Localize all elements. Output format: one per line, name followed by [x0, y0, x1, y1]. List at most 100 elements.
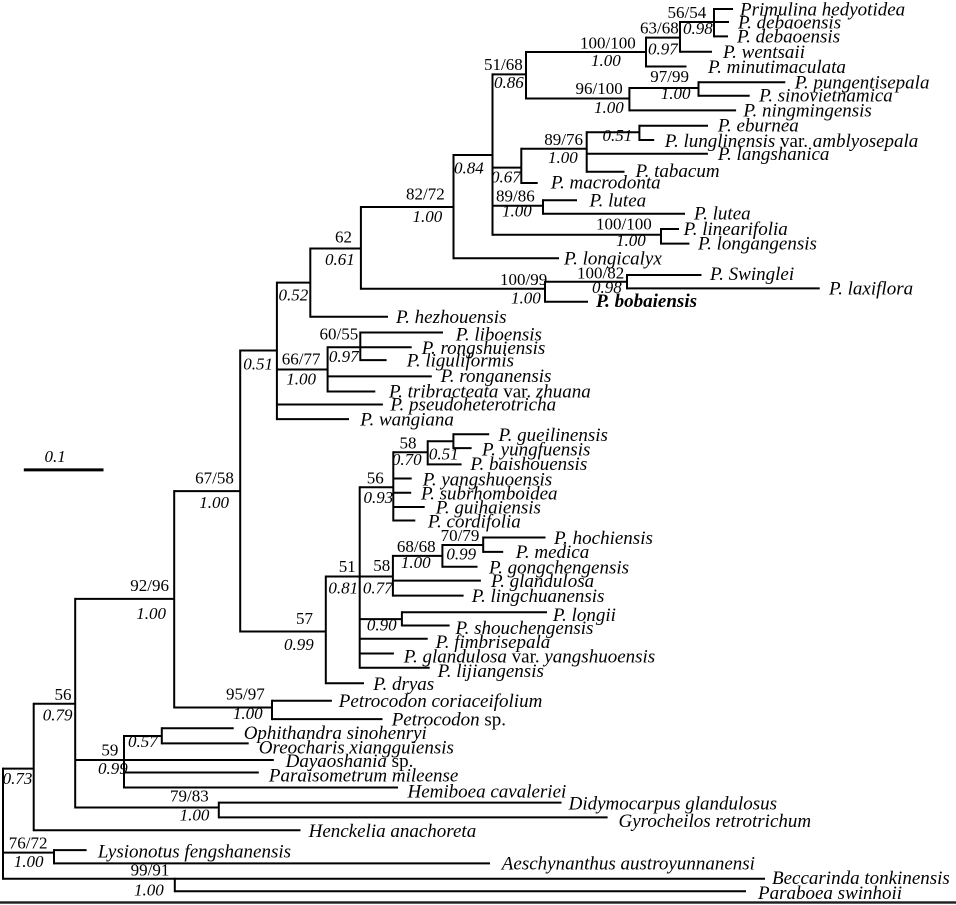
svg-text:Hemiboea cavaleriei: Hemiboea cavaleriei	[407, 782, 567, 803]
svg-text:P. langshanica: P. langshanica	[717, 144, 830, 165]
svg-text:P. laxiflora: P. laxiflora	[828, 279, 913, 300]
svg-text:P. wentsaii: P. wentsaii	[722, 42, 805, 63]
svg-text:Dayaoshania sp.: Dayaoshania sp.	[285, 751, 414, 772]
svg-text:89/86: 89/86	[496, 187, 535, 206]
svg-text:0.79: 0.79	[43, 706, 73, 725]
svg-text:P. macrodonta: P. macrodonta	[550, 173, 661, 194]
svg-text:0.57: 0.57	[128, 732, 159, 751]
svg-text:Primulina hedyotidea: Primulina hedyotidea	[739, 0, 905, 21]
svg-text:0.67: 0.67	[491, 168, 522, 187]
svg-text:P. glandulosa var. yangshuoens: P. glandulosa var. yangshuoensis	[403, 647, 655, 668]
svg-text:P. minutimaculata: P. minutimaculata	[707, 57, 846, 78]
svg-text:P. gongchengensis: P. gongchengensis	[488, 558, 629, 579]
svg-text:0.86: 0.86	[494, 73, 524, 92]
svg-text:P. rongshuiensis: P. rongshuiensis	[421, 338, 546, 359]
svg-text:63/68: 63/68	[640, 19, 679, 38]
svg-text:51/68: 51/68	[484, 55, 523, 74]
svg-text:1.00: 1.00	[591, 51, 621, 70]
svg-text:0.99: 0.99	[98, 759, 128, 778]
svg-text:89/76: 89/76	[544, 130, 583, 149]
svg-text:0.84: 0.84	[454, 159, 484, 178]
svg-text:1.00: 1.00	[199, 493, 229, 512]
svg-text:Gyrocheilos retrotrichum: Gyrocheilos retrotrichum	[619, 811, 812, 832]
svg-text:0.81: 0.81	[328, 579, 358, 598]
svg-text:P. sinovietnamica: P. sinovietnamica	[758, 86, 893, 107]
svg-text:P. longicalyx: P. longicalyx	[563, 249, 662, 270]
svg-text:P. shouchengensis: P. shouchengensis	[455, 618, 594, 639]
svg-text:P. ningmingensis: P. ningmingensis	[742, 101, 871, 122]
svg-text:56: 56	[367, 469, 384, 488]
svg-text:P. lutea: P. lutea	[693, 204, 751, 225]
svg-text:1.00: 1.00	[502, 202, 532, 221]
svg-text:0.51: 0.51	[603, 126, 633, 145]
svg-text:1.00: 1.00	[548, 148, 578, 167]
svg-text:P. liboensis: P. liboensis	[455, 325, 542, 346]
svg-text:P. fimbrisepala: P. fimbrisepala	[435, 632, 551, 653]
svg-text:P. bobaiensis: P. bobaiensis	[595, 291, 697, 312]
svg-text:67/58: 67/58	[195, 469, 234, 488]
svg-text:0.1: 0.1	[45, 447, 66, 466]
svg-text:P. lutea: P. lutea	[589, 191, 647, 212]
svg-text:Oreocharis xiangguiensis: Oreocharis xiangguiensis	[259, 738, 454, 759]
svg-text:P. gueilinensis: P. gueilinensis	[498, 425, 608, 446]
svg-text:79/83: 79/83	[170, 787, 209, 806]
svg-text:1.00: 1.00	[286, 370, 316, 389]
svg-text:1.00: 1.00	[616, 231, 646, 250]
svg-text:Ophithandra sinohenryi: Ophithandra sinohenryi	[244, 723, 427, 744]
svg-text:0.97: 0.97	[329, 347, 360, 366]
svg-text:P. medica: P. medica	[515, 542, 590, 563]
svg-text:1.00: 1.00	[594, 98, 624, 117]
svg-text:0.99: 0.99	[446, 544, 476, 563]
svg-text:0.99: 0.99	[284, 635, 314, 654]
svg-text:P. lingchuanensis: P. lingchuanensis	[471, 586, 605, 607]
svg-text:0.52: 0.52	[279, 285, 309, 304]
svg-text:56/54: 56/54	[668, 3, 707, 22]
svg-text:95/97: 95/97	[226, 684, 265, 703]
svg-text:P. guihaiensis: P. guihaiensis	[435, 498, 541, 519]
svg-text:P. lunglinensis var. amblyosep: P. lunglinensis var. amblyosepala	[664, 131, 919, 152]
svg-text:P. liguliformis: P. liguliformis	[406, 351, 514, 372]
svg-text:P. cordifolia: P. cordifolia	[427, 512, 521, 533]
svg-text:1.00: 1.00	[511, 289, 541, 308]
svg-text:P. lijiangensis: P. lijiangensis	[437, 661, 544, 682]
svg-text:P. yangshuoensis: P. yangshuoensis	[422, 470, 552, 491]
svg-text:P. subrhomboidea: P. subrhomboidea	[420, 484, 558, 505]
svg-text:Paraisometrum mileense: Paraisometrum mileense	[268, 766, 458, 787]
svg-text:0.51: 0.51	[243, 354, 273, 373]
svg-text:57: 57	[296, 609, 314, 628]
svg-text:82/72: 82/72	[406, 184, 445, 203]
svg-text:P. hochiensis: P. hochiensis	[553, 528, 653, 549]
svg-text:99/91: 99/91	[131, 861, 170, 880]
svg-text:1.00: 1.00	[136, 604, 166, 623]
svg-text:68/68: 68/68	[397, 537, 436, 556]
svg-text:62: 62	[335, 228, 352, 247]
svg-text:0.98: 0.98	[592, 278, 622, 297]
svg-text:100/100: 100/100	[596, 215, 652, 234]
svg-text:1.00: 1.00	[413, 207, 443, 226]
svg-text:Paraboea swinhoii: Paraboea swinhoii	[757, 883, 902, 904]
svg-text:100/99: 100/99	[500, 270, 547, 289]
svg-text:70/79: 70/79	[441, 526, 480, 545]
svg-text:Didymocarpus glandulosus: Didymocarpus glandulosus	[568, 794, 777, 815]
svg-text:P. pseudoheterotricha: P. pseudoheterotricha	[389, 395, 556, 416]
svg-text:Petrocodon sp.: Petrocodon sp.	[391, 710, 506, 731]
svg-text:60/55: 60/55	[320, 325, 359, 344]
svg-text:Henckelia anachoreta: Henckelia anachoreta	[308, 821, 477, 842]
svg-text:59: 59	[101, 741, 118, 760]
svg-text:96/100: 96/100	[576, 79, 623, 98]
svg-text:P. eburnea: P. eburnea	[717, 116, 799, 137]
svg-text:Aeschynanthus austroyunnanensi: Aeschynanthus austroyunnanensi	[500, 854, 755, 875]
svg-text:0.51: 0.51	[429, 445, 459, 464]
svg-text:P. pungentisepala: P. pungentisepala	[794, 73, 930, 94]
svg-text:P. debaoensis: P. debaoensis	[737, 13, 841, 34]
svg-text:1.00: 1.00	[401, 553, 431, 572]
svg-text:1.00: 1.00	[134, 881, 164, 900]
svg-text:0.97: 0.97	[648, 39, 679, 58]
svg-text:0.93: 0.93	[364, 488, 394, 507]
svg-text:P. yungfuensis: P. yungfuensis	[481, 440, 590, 461]
svg-text:1.00: 1.00	[233, 704, 263, 723]
svg-text:P. glandulosa: P. glandulosa	[490, 571, 594, 592]
svg-text:100/100: 100/100	[580, 34, 636, 53]
svg-text:0.73: 0.73	[3, 769, 33, 788]
svg-text:100/82: 100/82	[577, 263, 624, 282]
